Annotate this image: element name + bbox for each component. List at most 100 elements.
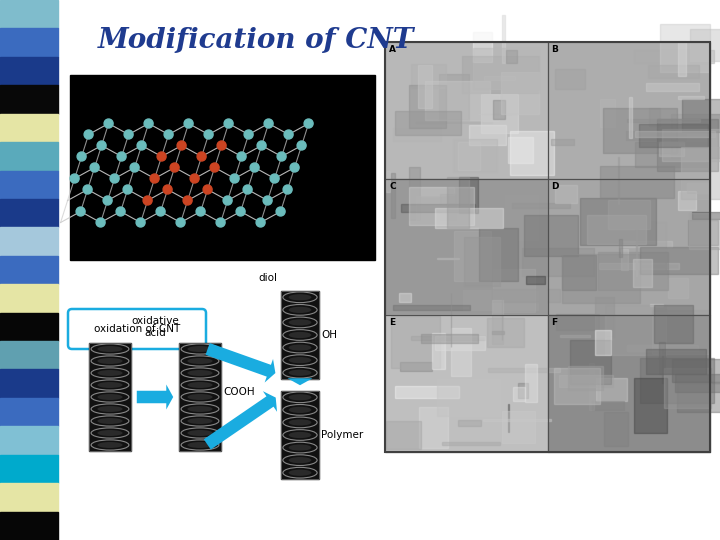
- Circle shape: [70, 174, 79, 183]
- Bar: [0, 284, 58, 313]
- Bar: [690, 29, 720, 61]
- Bar: [603, 108, 678, 153]
- Bar: [385, 42, 547, 179]
- Circle shape: [290, 163, 299, 172]
- Text: C: C: [389, 181, 395, 191]
- Ellipse shape: [289, 407, 311, 413]
- Circle shape: [244, 130, 253, 139]
- Circle shape: [97, 141, 106, 150]
- Bar: [662, 129, 720, 161]
- Circle shape: [130, 163, 139, 172]
- Bar: [487, 318, 524, 347]
- Bar: [678, 40, 686, 76]
- Bar: [0, 426, 58, 455]
- Circle shape: [297, 141, 306, 150]
- Bar: [385, 179, 547, 315]
- Bar: [634, 50, 714, 63]
- Bar: [646, 349, 706, 374]
- Circle shape: [276, 207, 285, 216]
- Ellipse shape: [97, 418, 122, 424]
- Bar: [675, 374, 720, 392]
- Bar: [0, 341, 58, 369]
- Circle shape: [224, 119, 233, 128]
- Ellipse shape: [289, 357, 311, 363]
- Circle shape: [270, 174, 279, 183]
- Circle shape: [183, 196, 192, 205]
- Bar: [688, 220, 718, 245]
- Bar: [672, 359, 720, 382]
- Bar: [421, 334, 478, 343]
- Ellipse shape: [187, 442, 212, 448]
- Bar: [559, 375, 613, 387]
- Circle shape: [204, 130, 213, 139]
- Circle shape: [243, 185, 252, 194]
- Bar: [522, 248, 594, 276]
- Text: oxidative
acid: oxidative acid: [131, 316, 179, 338]
- Bar: [654, 305, 693, 343]
- Bar: [400, 362, 432, 371]
- Circle shape: [197, 152, 206, 161]
- Bar: [547, 179, 710, 315]
- Bar: [0, 199, 58, 227]
- Bar: [481, 94, 518, 133]
- Bar: [281, 291, 319, 379]
- Bar: [547, 42, 710, 179]
- Bar: [462, 291, 538, 310]
- Ellipse shape: [289, 394, 311, 401]
- Bar: [660, 24, 710, 72]
- Bar: [385, 42, 547, 179]
- Bar: [473, 48, 539, 89]
- Bar: [599, 263, 679, 269]
- Bar: [459, 177, 478, 213]
- Bar: [89, 343, 131, 451]
- Bar: [555, 69, 585, 89]
- Bar: [639, 124, 708, 147]
- Bar: [524, 215, 577, 255]
- Bar: [492, 300, 503, 343]
- Bar: [447, 177, 469, 228]
- Circle shape: [237, 152, 246, 161]
- Bar: [179, 343, 221, 451]
- Bar: [563, 109, 582, 133]
- Text: Modification of CNT: Modification of CNT: [98, 27, 415, 54]
- Ellipse shape: [187, 370, 212, 376]
- Bar: [458, 420, 482, 427]
- Bar: [649, 108, 660, 126]
- Bar: [493, 100, 505, 119]
- Circle shape: [203, 185, 212, 194]
- Bar: [435, 208, 503, 228]
- Circle shape: [170, 163, 179, 172]
- Ellipse shape: [289, 444, 311, 451]
- Bar: [589, 363, 594, 410]
- Bar: [440, 194, 456, 220]
- Bar: [510, 131, 554, 174]
- Bar: [0, 313, 58, 341]
- Ellipse shape: [289, 307, 311, 313]
- Bar: [667, 278, 688, 299]
- Bar: [512, 202, 570, 208]
- FancyBboxPatch shape: [68, 309, 206, 349]
- Ellipse shape: [187, 346, 212, 352]
- Ellipse shape: [187, 418, 212, 424]
- Circle shape: [176, 218, 185, 227]
- Bar: [451, 328, 472, 376]
- Circle shape: [123, 185, 132, 194]
- Circle shape: [216, 218, 225, 227]
- Bar: [606, 305, 666, 355]
- Bar: [635, 131, 715, 137]
- Ellipse shape: [97, 370, 122, 376]
- Circle shape: [143, 196, 152, 205]
- Bar: [0, 114, 58, 142]
- Bar: [547, 315, 710, 452]
- Bar: [464, 237, 500, 286]
- Ellipse shape: [187, 430, 212, 436]
- Text: A: A: [389, 45, 396, 54]
- Circle shape: [83, 185, 92, 194]
- Bar: [433, 334, 445, 369]
- Circle shape: [277, 152, 286, 161]
- Bar: [473, 32, 492, 62]
- Bar: [618, 241, 672, 247]
- Ellipse shape: [97, 358, 122, 364]
- Ellipse shape: [97, 346, 122, 352]
- Bar: [0, 455, 58, 483]
